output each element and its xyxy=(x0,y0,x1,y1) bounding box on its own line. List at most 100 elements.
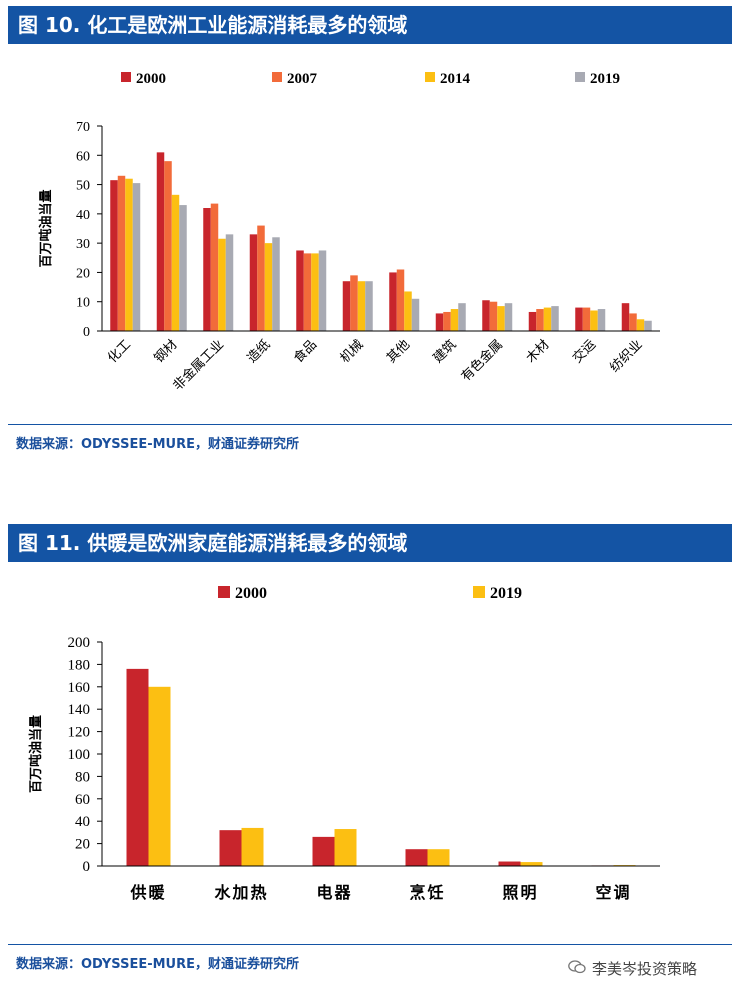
category-label: 水加热 xyxy=(214,883,268,902)
figure-11-divider xyxy=(8,944,732,945)
category-label: 木材 xyxy=(524,337,553,366)
y-tick-label: 20 xyxy=(76,266,90,281)
legend-swatch-2014 xyxy=(425,72,435,82)
bar-2007-4 xyxy=(303,253,312,331)
y-tick-label: 10 xyxy=(76,296,90,311)
bar-2007-0 xyxy=(117,175,126,331)
y-tick-label: 80 xyxy=(75,769,90,785)
industry-energy-chart: 2000 2007 2014 2019 0 10 20 30 40 50 60 70 百万吨油当量化工钢… xyxy=(38,71,660,394)
bar-2000-3 xyxy=(405,849,428,866)
bar-2007-9 xyxy=(536,309,544,331)
bar-2014-9 xyxy=(543,307,552,331)
figure-10-divider xyxy=(8,424,732,425)
legend-label-2019: 2019 xyxy=(490,585,522,602)
bar-2007-2 xyxy=(210,203,219,331)
bar-2014-4 xyxy=(311,253,319,331)
bar-2019-2 xyxy=(334,829,357,866)
bar-2019-8 xyxy=(504,303,513,331)
watermark-text: 李美岑投资策略 xyxy=(592,960,698,978)
y-tick-label: 20 xyxy=(75,837,90,853)
y-tick-label: 140 xyxy=(68,702,91,718)
wechat-icon xyxy=(568,960,586,978)
category-label: 钢材 xyxy=(152,337,181,366)
bar-2019-3 xyxy=(272,237,280,331)
legend-label-2019: 2019 xyxy=(590,71,620,87)
legend-swatch-2019 xyxy=(575,72,585,82)
bar-2000-0 xyxy=(126,668,149,866)
bar-2000-10 xyxy=(575,307,583,331)
bar-2019-0 xyxy=(148,686,171,866)
figure-10-source: 数据来源：ODYSSEE-MURE，财通证券研究所 xyxy=(16,437,299,452)
y-axis-label: 百万吨油当量 xyxy=(28,715,44,793)
bar-2019-3 xyxy=(427,849,450,866)
bar-2007-6 xyxy=(396,269,405,331)
bar-2014-10 xyxy=(590,310,598,331)
bar-2019-0 xyxy=(132,183,141,331)
bar-2000-5 xyxy=(342,281,351,331)
bar-2007-8 xyxy=(489,301,498,331)
legend-label-2007: 2007 xyxy=(287,71,318,87)
bar-2007-11 xyxy=(629,313,637,331)
legend-label-2000: 2000 xyxy=(235,585,267,602)
y-tick-label: 70 xyxy=(76,120,90,135)
bar-2000-6 xyxy=(389,272,397,331)
bar-2000-1 xyxy=(156,152,165,331)
bar-2019-1 xyxy=(241,827,264,866)
category-label: 空调 xyxy=(595,883,631,902)
bar-2019-6 xyxy=(411,298,420,331)
bar-2014-6 xyxy=(404,291,412,331)
category-label: 烹饪 xyxy=(409,883,445,902)
y-tick-label: 0 xyxy=(83,325,90,340)
category-label: 纺织业 xyxy=(607,337,645,375)
legend-label-2000: 2000 xyxy=(136,71,166,87)
y-tick-label: 40 xyxy=(75,814,90,830)
category-label: 供暖 xyxy=(129,883,166,902)
bar-2019-4 xyxy=(318,250,327,331)
bar-2000-8 xyxy=(482,300,490,331)
bar-2019-11 xyxy=(644,320,652,331)
bar-2019-7 xyxy=(458,303,466,331)
bar-2019-1 xyxy=(179,205,187,331)
category-label: 机械 xyxy=(338,337,367,366)
bar-2019-10 xyxy=(597,309,606,331)
y-tick-label: 100 xyxy=(68,747,91,763)
bar-2000-4 xyxy=(296,250,304,331)
bar-2000-2 xyxy=(312,836,335,866)
bar-2007-10 xyxy=(582,307,591,331)
y-tick-label: 120 xyxy=(68,725,91,741)
bar-2007-7 xyxy=(443,311,451,331)
watermark: 李美岑投资策略 xyxy=(568,958,697,979)
bar-2014-11 xyxy=(636,319,645,331)
y-axis-label: 百万吨油当量 xyxy=(38,189,54,267)
bar-2000-9 xyxy=(528,311,537,331)
category-label: 交运 xyxy=(569,337,599,367)
bar-2007-1 xyxy=(164,161,172,331)
category-label: 非金属工业 xyxy=(170,337,227,394)
category-label: 造纸 xyxy=(245,337,274,366)
bar-2007-3 xyxy=(257,225,265,331)
figure-11-source: 数据来源：ODYSSEE-MURE，财通证券研究所 xyxy=(16,957,299,972)
category-label: 其他 xyxy=(384,337,413,366)
bar-2000-1 xyxy=(219,830,242,866)
bar-2014-0 xyxy=(125,178,133,331)
legend-swatch-2000 xyxy=(121,72,131,82)
figure-11-title: 图 11. 供暖是欧洲家庭能源消耗最多的领域 xyxy=(8,524,732,562)
bar-2000-4 xyxy=(498,861,521,866)
legend-swatch-2019 xyxy=(473,586,485,598)
bar-2014-7 xyxy=(450,309,459,331)
bar-2000-11 xyxy=(621,303,630,331)
y-tick-label: 200 xyxy=(68,635,91,651)
household-energy-chart: 2000 2019 0 20 40 60 80 100 120 140 160 180 200 百万吨油当… xyxy=(28,585,660,902)
category-label: 有色金属 xyxy=(458,337,506,385)
category-label: 化工 xyxy=(105,337,134,366)
figure-10-title: 图 10. 化工是欧洲工业能源消耗最多的领域 xyxy=(8,6,732,44)
y-tick-label: 60 xyxy=(75,792,90,808)
y-tick-label: 160 xyxy=(68,680,91,696)
category-label: 照明 xyxy=(502,883,538,902)
bar-2000-2 xyxy=(203,208,211,331)
category-label: 电器 xyxy=(316,883,352,902)
y-tick-label: 0 xyxy=(83,859,91,875)
y-tick-label: 30 xyxy=(76,237,90,252)
bar-2014-5 xyxy=(357,281,366,331)
legend-label-2014: 2014 xyxy=(440,71,471,87)
